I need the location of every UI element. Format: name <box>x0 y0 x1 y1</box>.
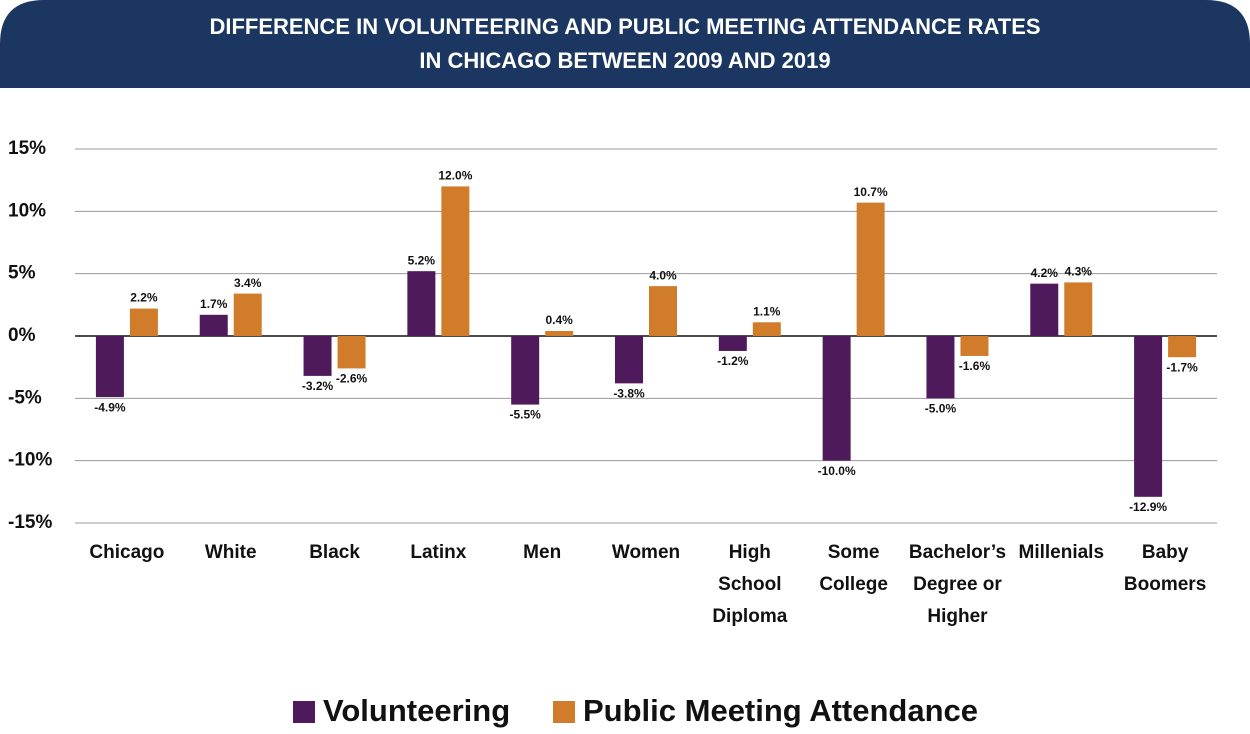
data-label: 4.3% <box>1065 265 1093 279</box>
bar <box>233 293 262 336</box>
data-label: -10.0% <box>818 464 856 478</box>
x-tick-label: Women <box>612 542 680 563</box>
data-label: 2.2% <box>130 291 158 305</box>
data-label: 10.7% <box>854 185 888 199</box>
x-tick-label: White <box>205 542 257 563</box>
y-tick-label: 5% <box>8 263 36 284</box>
x-tick-label: Diploma <box>712 606 787 627</box>
bar <box>926 336 955 399</box>
x-tick-label: Degree or <box>913 574 1002 595</box>
y-tick-label: 0% <box>8 325 36 346</box>
data-label: 12.0% <box>438 169 472 183</box>
data-label: -5.0% <box>925 402 957 416</box>
y-tick-label: 10% <box>8 200 46 221</box>
data-label: 4.0% <box>649 268 677 282</box>
bar <box>822 336 851 461</box>
data-label: 1.7% <box>200 297 228 311</box>
bar <box>511 336 540 405</box>
y-tick-label: 15% <box>8 138 46 159</box>
bar <box>718 336 747 351</box>
x-tick-label: Millenials <box>1019 542 1105 563</box>
bar <box>337 336 366 369</box>
data-label: 0.4% <box>546 313 574 327</box>
data-label: 1.1% <box>753 304 781 318</box>
x-tick-label: Baby <box>1142 542 1189 563</box>
bar <box>1168 336 1197 358</box>
bar <box>129 308 158 336</box>
data-label: -3.2% <box>302 379 334 393</box>
y-tick-label: -5% <box>8 387 42 408</box>
data-label: -2.6% <box>336 372 368 386</box>
data-label: -4.9% <box>94 400 126 414</box>
bar <box>649 286 677 336</box>
bar <box>1134 336 1163 497</box>
x-tick-label: Black <box>309 542 360 563</box>
bar <box>407 271 436 336</box>
bar <box>1064 282 1093 336</box>
data-label: 3.4% <box>234 276 262 290</box>
title-banner <box>0 0 1250 88</box>
bar <box>545 331 574 336</box>
x-tick-label: Boomers <box>1124 574 1206 595</box>
data-label: -1.7% <box>1166 360 1198 374</box>
chart-title: DIFFERENCE IN VOLUNTEERING AND PUBLIC ME… <box>209 14 1040 39</box>
x-tick-label: School <box>718 574 781 595</box>
x-tick-label: Some <box>828 542 880 563</box>
bar <box>95 336 124 398</box>
data-label: 4.2% <box>1031 266 1059 280</box>
chart-title: IN CHICAGO BETWEEN 2009 AND 2019 <box>419 48 830 73</box>
x-tick-label: College <box>819 574 888 595</box>
x-tick-label: Men <box>523 542 561 563</box>
x-tick-label: Latinx <box>410 542 466 563</box>
x-tick-label: Chicago <box>89 542 164 563</box>
bar <box>303 336 332 376</box>
bar <box>960 336 989 356</box>
data-label: -1.2% <box>717 354 749 368</box>
y-tick-label: -15% <box>8 512 52 533</box>
data-label: -1.6% <box>959 359 991 373</box>
bar <box>1030 283 1059 336</box>
data-label: -12.9% <box>1129 500 1167 514</box>
legend-label: Public Meeting Attendance <box>583 693 978 728</box>
data-label: -3.8% <box>613 387 645 401</box>
bar <box>752 322 781 336</box>
bar <box>615 336 643 384</box>
x-tick-label: Higher <box>927 606 988 627</box>
legend-label: Volunteering <box>323 693 510 728</box>
x-tick-label: High <box>729 542 771 563</box>
bar <box>199 314 228 336</box>
x-tick-label: Bachelor’s <box>909 542 1006 563</box>
bar <box>856 202 885 336</box>
y-tick-label: -10% <box>8 450 52 471</box>
bar <box>441 186 470 336</box>
data-label: -5.5% <box>510 408 542 422</box>
legend-swatch <box>293 701 315 723</box>
legend-swatch <box>553 701 575 723</box>
data-label: 5.2% <box>408 253 436 267</box>
